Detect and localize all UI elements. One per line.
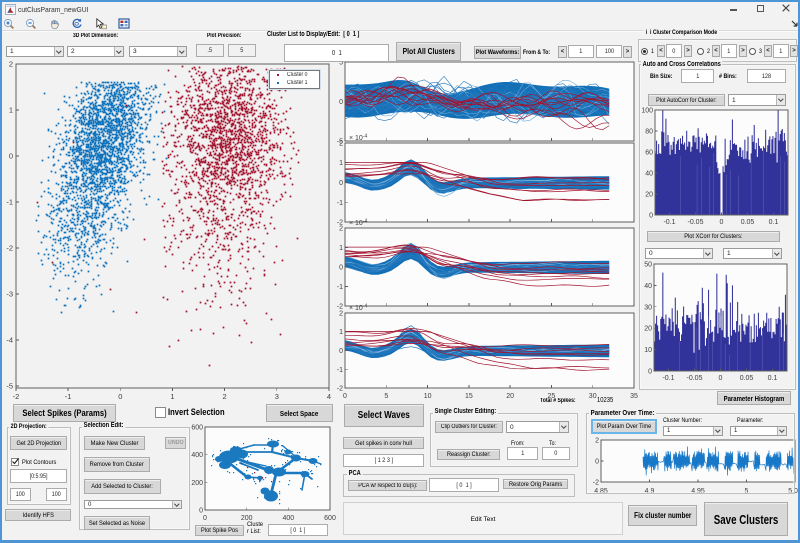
svg-text:400: 400 xyxy=(191,452,203,459)
svg-text:2: 2 xyxy=(339,311,343,318)
svg-text:-2: -2 xyxy=(593,480,599,487)
svg-text:-2: -2 xyxy=(13,392,20,401)
svg-text:× 10-4: × 10-4 xyxy=(349,219,367,228)
svg-text:× 10-4: × 10-4 xyxy=(349,304,367,313)
svg-text:200: 200 xyxy=(191,480,203,487)
svg-text:4: 4 xyxy=(327,392,331,401)
svg-text:0: 0 xyxy=(9,152,13,161)
svg-text:100: 100 xyxy=(641,108,653,115)
svg-text:0.1: 0.1 xyxy=(768,375,778,382)
svg-text:3: 3 xyxy=(275,392,279,401)
svg-text:0: 0 xyxy=(118,392,122,401)
svg-text:1: 1 xyxy=(339,245,343,252)
svg-text:40: 40 xyxy=(645,171,653,178)
svg-text:1: 1 xyxy=(170,392,174,401)
svg-text:20: 20 xyxy=(506,393,514,400)
svg-text:60: 60 xyxy=(645,150,653,157)
svg-text:1: 1 xyxy=(339,329,343,336)
svg-text:-2: -2 xyxy=(337,386,343,393)
svg-text:0: 0 xyxy=(719,375,723,382)
svg-text:-1: -1 xyxy=(337,367,343,374)
svg-text:1: 1 xyxy=(339,160,343,167)
svg-text:0: 0 xyxy=(199,508,203,515)
svg-text:15: 15 xyxy=(465,393,473,400)
svg-text:0: 0 xyxy=(339,348,343,355)
svg-text:2: 2 xyxy=(339,141,343,148)
svg-text:-4: -4 xyxy=(6,336,13,345)
svg-text:600: 600 xyxy=(191,425,203,432)
svg-text:-0.05: -0.05 xyxy=(687,375,703,382)
svg-text:200: 200 xyxy=(241,515,253,522)
svg-text:20: 20 xyxy=(644,326,652,333)
svg-text:20: 20 xyxy=(645,192,653,199)
svg-text:× 10-4: × 10-4 xyxy=(349,134,367,143)
svg-text:30: 30 xyxy=(589,393,597,400)
svg-text:-5: -5 xyxy=(337,139,343,146)
svg-text:-1: -1 xyxy=(337,284,343,291)
svg-text:35: 35 xyxy=(630,393,638,400)
svg-text:-2: -2 xyxy=(337,304,343,311)
svg-text:0.05: 0.05 xyxy=(741,219,755,226)
svg-text:40: 40 xyxy=(644,283,652,290)
svg-text:4.95: 4.95 xyxy=(691,488,705,495)
svg-text:0: 0 xyxy=(339,265,343,272)
svg-text:0: 0 xyxy=(649,213,653,220)
svg-text:-0.05: -0.05 xyxy=(688,219,704,226)
svg-text:-5: -5 xyxy=(6,382,13,391)
svg-text:-3: -3 xyxy=(6,290,13,299)
svg-text:400: 400 xyxy=(282,515,294,522)
svg-text:0: 0 xyxy=(339,99,343,106)
svg-text:80: 80 xyxy=(645,129,653,136)
svg-text:-1: -1 xyxy=(6,198,13,207)
svg-text:50: 50 xyxy=(644,262,652,269)
svg-text:4.9: 4.9 xyxy=(645,488,655,495)
svg-text:0.1: 0.1 xyxy=(769,219,779,226)
svg-text:-0.1: -0.1 xyxy=(663,219,675,226)
svg-text:10: 10 xyxy=(424,393,432,400)
svg-text:5: 5 xyxy=(339,60,343,67)
svg-text:-1: -1 xyxy=(337,200,343,207)
svg-text:0: 0 xyxy=(648,369,652,376)
svg-text:2: 2 xyxy=(339,226,343,233)
svg-text:0: 0 xyxy=(339,180,343,187)
svg-text:2: 2 xyxy=(9,60,13,69)
svg-text:10: 10 xyxy=(644,347,652,354)
svg-text:0: 0 xyxy=(720,219,724,226)
svg-text:-1: -1 xyxy=(65,392,72,401)
svg-text:0: 0 xyxy=(595,459,599,466)
svg-text:5: 5 xyxy=(384,393,388,400)
svg-text:-2: -2 xyxy=(337,220,343,227)
svg-text:-2: -2 xyxy=(6,244,13,253)
svg-text:600: 600 xyxy=(324,515,336,522)
svg-text:25: 25 xyxy=(548,393,556,400)
svg-text:2: 2 xyxy=(223,392,227,401)
svg-text:0: 0 xyxy=(343,393,347,400)
svg-text:5: 5 xyxy=(745,488,749,495)
svg-text:0.05: 0.05 xyxy=(740,375,754,382)
svg-text:1: 1 xyxy=(9,106,13,115)
svg-text:2: 2 xyxy=(595,438,599,445)
svg-text:4.85: 4.85 xyxy=(594,488,608,495)
svg-text:30: 30 xyxy=(644,304,652,311)
svg-text:0: 0 xyxy=(203,515,207,522)
svg-text:-0.1: -0.1 xyxy=(662,375,674,382)
